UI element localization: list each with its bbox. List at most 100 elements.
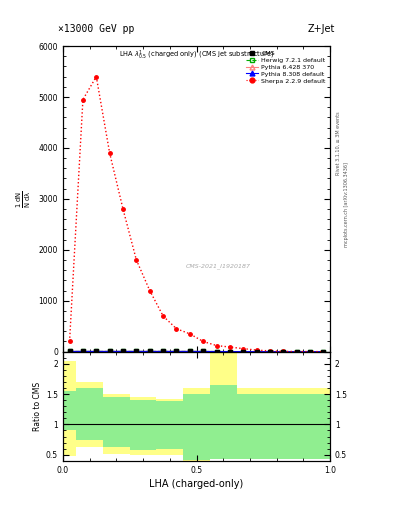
CMS [161,348,165,354]
Pythia 6.428 370 [268,349,272,355]
Pythia 6.428 370 [228,349,232,355]
Pythia 6.428 370 [214,349,219,355]
Pythia 6.428 370 [174,348,179,354]
Pythia 8.308 default [134,348,139,354]
Pythia 6.428 370 [94,348,99,354]
Pythia 8.308 default [67,348,72,354]
CMS [134,348,139,354]
Pythia 8.308 default [214,349,219,355]
Line: Pythia 6.428 370: Pythia 6.428 370 [68,350,325,353]
Sherpa 2.2.9 default [134,257,139,263]
CMS [201,348,206,354]
Herwig 7.2.1 default [174,348,179,354]
Legend: CMS, Herwig 7.2.1 default, Pythia 6.428 370, Pythia 8.308 default, Sherpa 2.2.9 : CMS, Herwig 7.2.1 default, Pythia 6.428 … [244,49,327,85]
Pythia 8.308 default [228,349,232,355]
Sherpa 2.2.9 default [321,349,326,355]
Pythia 8.308 default [294,349,299,355]
Herwig 7.2.1 default [121,348,125,354]
CMS [228,349,232,355]
Pythia 6.428 370 [121,348,125,354]
Sherpa 2.2.9 default [281,348,286,354]
Sherpa 2.2.9 default [254,347,259,353]
X-axis label: LHA (charged-only): LHA (charged-only) [149,479,244,489]
CMS [321,349,326,355]
Line: CMS: CMS [68,349,325,354]
Herwig 7.2.1 default [294,349,299,355]
Y-axis label: Ratio to CMS: Ratio to CMS [33,381,42,431]
CMS [268,349,272,355]
Sherpa 2.2.9 default [67,338,72,345]
Sherpa 2.2.9 default [241,346,246,352]
Herwig 7.2.1 default [161,348,165,354]
Pythia 8.308 default [281,349,286,355]
CMS [241,349,246,355]
Sherpa 2.2.9 default [228,344,232,350]
Herwig 7.2.1 default [241,349,246,355]
Sherpa 2.2.9 default [294,349,299,355]
Pythia 8.308 default [187,348,192,354]
CMS [121,348,125,354]
Pythia 6.428 370 [134,348,139,354]
CMS [107,348,112,354]
CMS [294,349,299,355]
Pythia 6.428 370 [321,349,326,355]
CMS [174,348,179,354]
Pythia 6.428 370 [147,348,152,354]
CMS [281,349,286,355]
Sherpa 2.2.9 default [161,313,165,319]
Text: Rivet 3.1.10, ≥ 3M events: Rivet 3.1.10, ≥ 3M events [336,112,341,175]
CMS [67,348,72,354]
Herwig 7.2.1 default [107,348,112,354]
Pythia 8.308 default [201,348,206,354]
Sherpa 2.2.9 default [81,96,85,102]
Sherpa 2.2.9 default [147,287,152,293]
Herwig 7.2.1 default [321,349,326,355]
Line: Sherpa 2.2.9 default: Sherpa 2.2.9 default [68,75,325,353]
CMS [94,348,99,354]
CMS [147,348,152,354]
Pythia 8.308 default [241,349,246,355]
Line: Pythia 8.308 default: Pythia 8.308 default [68,350,325,353]
Pythia 6.428 370 [81,348,85,354]
Pythia 8.308 default [321,349,326,355]
Herwig 7.2.1 default [268,349,272,355]
Sherpa 2.2.9 default [174,326,179,332]
Pythia 6.428 370 [254,349,259,355]
Pythia 6.428 370 [67,348,72,354]
CMS [308,349,312,355]
CMS [81,348,85,354]
Text: CMS-2021_I1920187: CMS-2021_I1920187 [185,263,250,269]
Sherpa 2.2.9 default [121,206,125,212]
Herwig 7.2.1 default [94,348,99,354]
Pythia 6.428 370 [281,349,286,355]
Sherpa 2.2.9 default [268,348,272,354]
Y-axis label: $\frac{1}{\rm N}\frac{d\rm N}{d\lambda}$: $\frac{1}{\rm N}\frac{d\rm N}{d\lambda}$ [15,190,33,208]
Pythia 8.308 default [254,349,259,355]
Pythia 8.308 default [161,348,165,354]
Line: Herwig 7.2.1 default: Herwig 7.2.1 default [68,350,325,353]
Pythia 6.428 370 [308,349,312,355]
Pythia 6.428 370 [107,348,112,354]
Herwig 7.2.1 default [281,349,286,355]
Pythia 6.428 370 [201,348,206,354]
Herwig 7.2.1 default [228,349,232,355]
Pythia 8.308 default [174,348,179,354]
Herwig 7.2.1 default [254,349,259,355]
Sherpa 2.2.9 default [187,331,192,337]
Sherpa 2.2.9 default [201,338,206,345]
Herwig 7.2.1 default [134,348,139,354]
Pythia 8.308 default [308,349,312,355]
Text: LHA $\lambda^{1}_{0.5}$ (charged only) (CMS jet substructure): LHA $\lambda^{1}_{0.5}$ (charged only) (… [119,49,274,62]
Sherpa 2.2.9 default [107,150,112,156]
Pythia 8.308 default [121,348,125,354]
Text: mcplots.cern.ch [arXiv:1306.3436]: mcplots.cern.ch [arXiv:1306.3436] [344,162,349,247]
CMS [214,349,219,355]
Pythia 8.308 default [81,348,85,354]
Herwig 7.2.1 default [214,349,219,355]
Pythia 6.428 370 [187,348,192,354]
Text: ×13000 GeV pp: ×13000 GeV pp [57,24,134,34]
Herwig 7.2.1 default [187,348,192,354]
Pythia 8.308 default [94,348,99,354]
CMS [187,348,192,354]
Pythia 8.308 default [147,348,152,354]
